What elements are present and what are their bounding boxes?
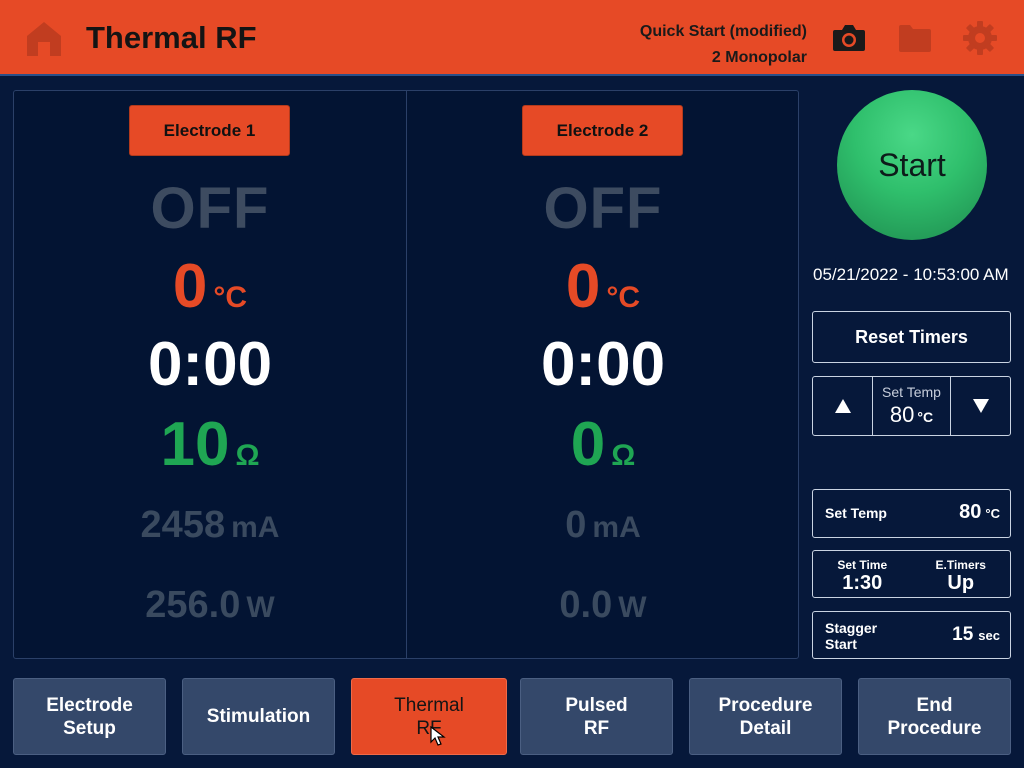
electrode-2-temperature: 0 °C [407, 251, 799, 322]
electrode-1-current: 2458 mA [14, 504, 406, 547]
nav-pulsed-rf[interactable]: Pulsed RF [520, 678, 673, 755]
set-temp-stepper: Set Temp 80 °C [812, 376, 1011, 436]
impedance-unit: Ω [235, 439, 260, 472]
current-value: 2458 [140, 504, 226, 546]
panel-divider [406, 91, 407, 658]
electrode-1-temperature: 0 °C [14, 251, 406, 322]
protocol-name: Quick Start (modified) [639, 23, 807, 40]
stagger-start-label: Stagger Start [825, 620, 878, 652]
power-value: 0.0 [559, 584, 613, 626]
nav-procedure-detail[interactable]: Procedure Detail [689, 678, 842, 755]
set-temp-unit: °C [985, 506, 1000, 521]
set-time-cell[interactable]: Set Time 1:30 [813, 551, 912, 597]
temperature-unit: °C [213, 281, 248, 314]
impedance-value: 0 [570, 410, 606, 479]
stagger-unit: sec [978, 628, 1000, 643]
e-timers-label: E.Timers [935, 558, 986, 572]
electrode-panel: Electrode 1 OFF 0 °C 0:00 10 Ω 2458 mA 256.… [13, 90, 799, 659]
temperature-value: 0 [172, 252, 208, 321]
set-temp-value-row: 80 °C [959, 501, 1000, 524]
triangle-down-icon [972, 399, 989, 413]
stagger-value: 15 [952, 624, 974, 645]
nav-stimulation[interactable]: Stimulation [182, 678, 335, 755]
datetime-display: 05/21/2022 - 10:53:00 AM [813, 265, 1009, 284]
electrode-2-timer: 0:00 [540, 330, 666, 399]
start-button[interactable]: Start [837, 90, 987, 240]
folder-icon[interactable] [897, 20, 933, 56]
set-time-value: 1:30 [842, 572, 883, 594]
nav-thermal-rf[interactable]: Thermal RF [351, 678, 507, 755]
electrode-1-impedance: 10 Ω [14, 409, 406, 480]
impedance-unit: Ω [611, 439, 636, 472]
power-unit: W [618, 591, 647, 624]
temp-increase-button[interactable] [813, 377, 872, 435]
set-temp-value: 80 [959, 501, 982, 523]
camera-icon[interactable] [831, 20, 867, 56]
electrode-1-timer: 0:00 [147, 330, 273, 399]
e-timers-cell[interactable]: E.Timers Up [912, 551, 1011, 597]
stepper-display: Set Temp 80 °C [872, 377, 951, 435]
temperature-value: 0 [565, 252, 601, 321]
current-unit: mA [592, 511, 641, 544]
stagger-value-row: 15 sec [952, 624, 1000, 646]
stepper-value: 80 [889, 402, 915, 427]
electrode-1-button[interactable]: Electrode 1 [129, 105, 290, 156]
header-bar: Thermal RF Quick Start (modified) 2 Mono… [0, 0, 1024, 76]
nav-electrode-setup[interactable]: Electrode Setup [13, 678, 166, 755]
nav-end-procedure[interactable]: End Procedure [858, 678, 1011, 755]
electrode-2-status: OFF [543, 176, 663, 241]
temperature-unit: °C [606, 281, 641, 314]
triangle-up-icon [834, 399, 851, 413]
electrode-2-button[interactable]: Electrode 2 [522, 105, 683, 156]
mode-label: 2 Monopolar [711, 49, 807, 66]
stepper-unit: °C [917, 409, 934, 425]
electrode-2-power: 0.0 W [407, 584, 799, 627]
temp-decrease-button[interactable] [951, 377, 1010, 435]
stepper-label: Set Temp [882, 384, 941, 400]
reset-timers-button[interactable]: Reset Timers [812, 311, 1011, 363]
set-temp-label: Set Temp [825, 505, 887, 521]
page-title: Thermal RF [86, 20, 257, 55]
set-time-label: Set Time [837, 558, 888, 572]
power-unit: W [246, 591, 275, 624]
power-value: 256.0 [145, 584, 241, 626]
impedance-value: 10 [160, 410, 230, 479]
electrode-2-current: 0 mA [407, 504, 799, 547]
time-settings-field[interactable]: Set Time 1:30 E.Timers Up [812, 550, 1011, 598]
e-timers-value: Up [947, 572, 975, 594]
mouse-cursor-icon [430, 726, 446, 746]
protocol-info: Quick Start (modified) 2 Monopolar [640, 19, 807, 71]
stepper-value-row: 80 °C [873, 402, 950, 428]
current-value: 0 [565, 504, 587, 546]
gear-icon[interactable] [962, 20, 998, 56]
electrode-1-power: 256.0 W [14, 584, 406, 627]
stagger-start-field[interactable]: Stagger Start 15 sec [812, 611, 1011, 659]
set-temp-field[interactable]: Set Temp 80 °C [812, 489, 1011, 538]
electrode-1-status: OFF [150, 176, 270, 241]
electrode-column-1: Electrode 1 OFF 0 °C 0:00 10 Ω 2458 mA 256.… [14, 91, 406, 658]
current-unit: mA [231, 511, 280, 544]
home-icon[interactable] [25, 20, 63, 58]
